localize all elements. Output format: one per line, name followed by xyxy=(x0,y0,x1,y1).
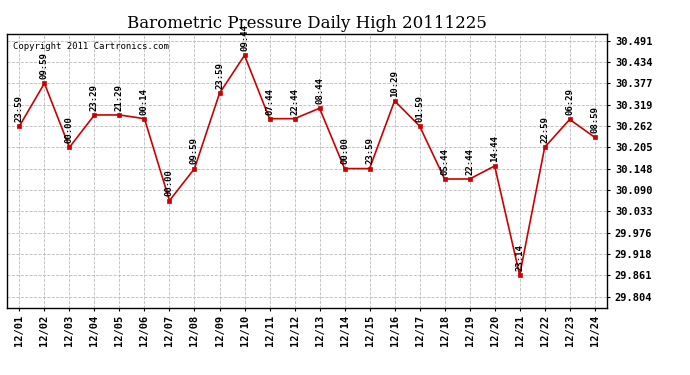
Text: 23:59: 23:59 xyxy=(365,138,374,164)
Text: 09:59: 09:59 xyxy=(190,138,199,164)
Text: 09:44: 09:44 xyxy=(240,24,249,51)
Text: 01:59: 01:59 xyxy=(415,95,424,122)
Text: 00:00: 00:00 xyxy=(65,116,74,143)
Text: 00:14: 00:14 xyxy=(140,88,149,114)
Text: 06:29: 06:29 xyxy=(565,88,574,115)
Text: 05:44: 05:44 xyxy=(440,148,449,175)
Text: 08:44: 08:44 xyxy=(315,77,324,104)
Text: 21:29: 21:29 xyxy=(115,84,124,111)
Text: 22:44: 22:44 xyxy=(290,88,299,114)
Text: 00:00: 00:00 xyxy=(340,138,349,164)
Text: 10:29: 10:29 xyxy=(390,70,399,97)
Text: Copyright 2011 Cartronics.com: Copyright 2011 Cartronics.com xyxy=(13,42,169,51)
Text: 23:59: 23:59 xyxy=(215,62,224,89)
Text: 14:44: 14:44 xyxy=(490,135,499,162)
Title: Barometric Pressure Daily High 20111225: Barometric Pressure Daily High 20111225 xyxy=(127,15,487,32)
Text: 07:44: 07:44 xyxy=(265,88,274,114)
Text: 23:29: 23:29 xyxy=(90,84,99,111)
Text: 08:59: 08:59 xyxy=(590,106,599,133)
Text: 23:14: 23:14 xyxy=(515,244,524,271)
Text: 23:59: 23:59 xyxy=(15,95,24,122)
Text: 22:44: 22:44 xyxy=(465,148,474,175)
Text: 09:59: 09:59 xyxy=(40,52,49,79)
Text: 22:59: 22:59 xyxy=(540,116,549,143)
Text: 00:00: 00:00 xyxy=(165,170,174,196)
